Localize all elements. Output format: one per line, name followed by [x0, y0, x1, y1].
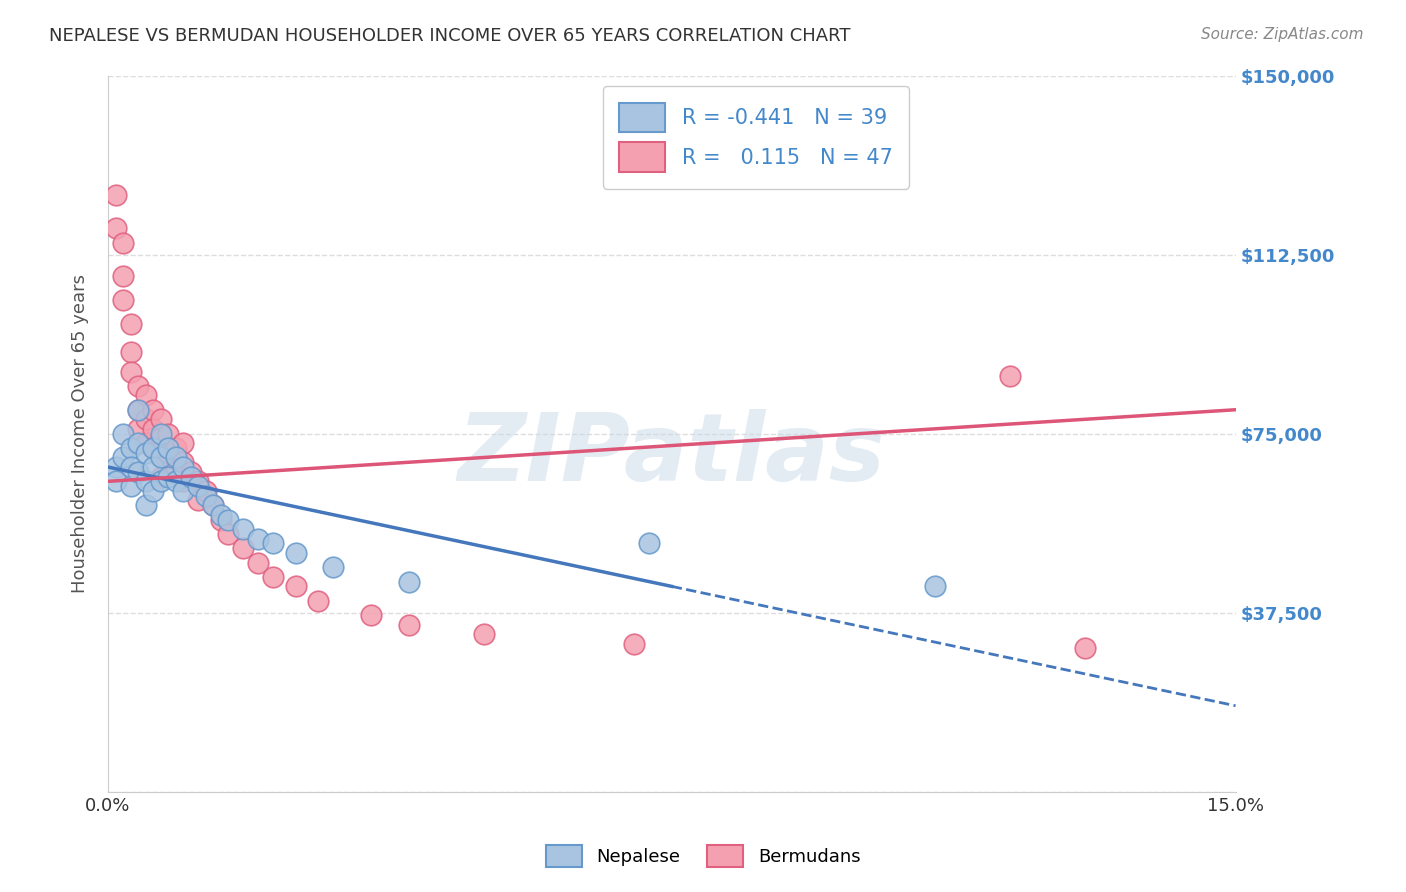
Point: [142, 441, 165, 455]
Point: [232, 541, 254, 556]
Point: [1074, 641, 1097, 656]
Point: [104, 221, 127, 235]
Point: [180, 465, 202, 479]
Point: [247, 532, 270, 546]
Point: [284, 579, 307, 593]
Text: Source: ZipAtlas.com: Source: ZipAtlas.com: [1201, 27, 1364, 42]
Point: [120, 345, 142, 359]
Point: [142, 402, 165, 417]
Point: [127, 465, 149, 479]
Point: [149, 426, 172, 441]
Point: [217, 527, 239, 541]
Point: [247, 556, 270, 570]
Point: [157, 426, 180, 441]
Point: [149, 412, 172, 426]
Point: [104, 475, 127, 489]
Point: [262, 570, 284, 584]
Point: [127, 402, 149, 417]
Text: ZIPatlas: ZIPatlas: [458, 409, 886, 501]
Point: [398, 574, 420, 589]
Point: [120, 441, 142, 455]
Point: [157, 441, 180, 455]
Point: [638, 536, 661, 550]
Point: [623, 637, 645, 651]
Legend: Nepalese, Bermudans: Nepalese, Bermudans: [538, 838, 868, 874]
Point: [165, 441, 187, 455]
Point: [149, 431, 172, 445]
Point: [142, 483, 165, 498]
Point: [104, 187, 127, 202]
Y-axis label: Householder Income Over 65 years: Householder Income Over 65 years: [72, 274, 89, 593]
Point: [217, 512, 239, 526]
Point: [165, 450, 187, 465]
Point: [202, 498, 225, 512]
Point: [194, 483, 217, 498]
Point: [142, 441, 165, 455]
Point: [172, 436, 194, 450]
Point: [127, 436, 149, 450]
Point: [209, 512, 232, 526]
Point: [157, 469, 180, 483]
Point: [111, 450, 134, 465]
Point: [135, 412, 157, 426]
Point: [111, 235, 134, 250]
Point: [398, 617, 420, 632]
Point: [187, 493, 209, 508]
Text: NEPALESE VS BERMUDAN HOUSEHOLDER INCOME OVER 65 YEARS CORRELATION CHART: NEPALESE VS BERMUDAN HOUSEHOLDER INCOME …: [49, 27, 851, 45]
Point: [127, 402, 149, 417]
Point: [120, 460, 142, 475]
Point: [924, 579, 946, 593]
Point: [180, 469, 202, 483]
Legend: R = -0.441   N = 39, R =   0.115   N = 47: R = -0.441 N = 39, R = 0.115 N = 47: [603, 86, 910, 188]
Point: [135, 446, 157, 460]
Point: [322, 560, 344, 574]
Point: [135, 475, 157, 489]
Point: [142, 422, 165, 436]
Point: [165, 460, 187, 475]
Point: [187, 475, 209, 489]
Point: [149, 475, 172, 489]
Point: [172, 475, 194, 489]
Point: [165, 475, 187, 489]
Point: [127, 379, 149, 393]
Point: [149, 469, 172, 483]
Point: [111, 426, 134, 441]
Point: [172, 455, 194, 469]
Point: [120, 479, 142, 493]
Point: [120, 317, 142, 331]
Point: [187, 479, 209, 493]
Point: [127, 422, 149, 436]
Point: [157, 446, 180, 460]
Point: [202, 498, 225, 512]
Point: [149, 450, 172, 465]
Point: [262, 536, 284, 550]
Point: [232, 522, 254, 536]
Point: [135, 498, 157, 512]
Point: [157, 465, 180, 479]
Point: [142, 460, 165, 475]
Point: [172, 483, 194, 498]
Point: [104, 460, 127, 475]
Point: [209, 508, 232, 522]
Point: [998, 369, 1021, 384]
Point: [111, 293, 134, 307]
Point: [360, 608, 382, 623]
Point: [135, 436, 157, 450]
Point: [120, 365, 142, 379]
Point: [308, 593, 330, 607]
Point: [194, 489, 217, 503]
Point: [135, 388, 157, 402]
Point: [149, 450, 172, 465]
Point: [172, 460, 194, 475]
Point: [284, 546, 307, 560]
Point: [111, 268, 134, 283]
Point: [472, 627, 495, 641]
